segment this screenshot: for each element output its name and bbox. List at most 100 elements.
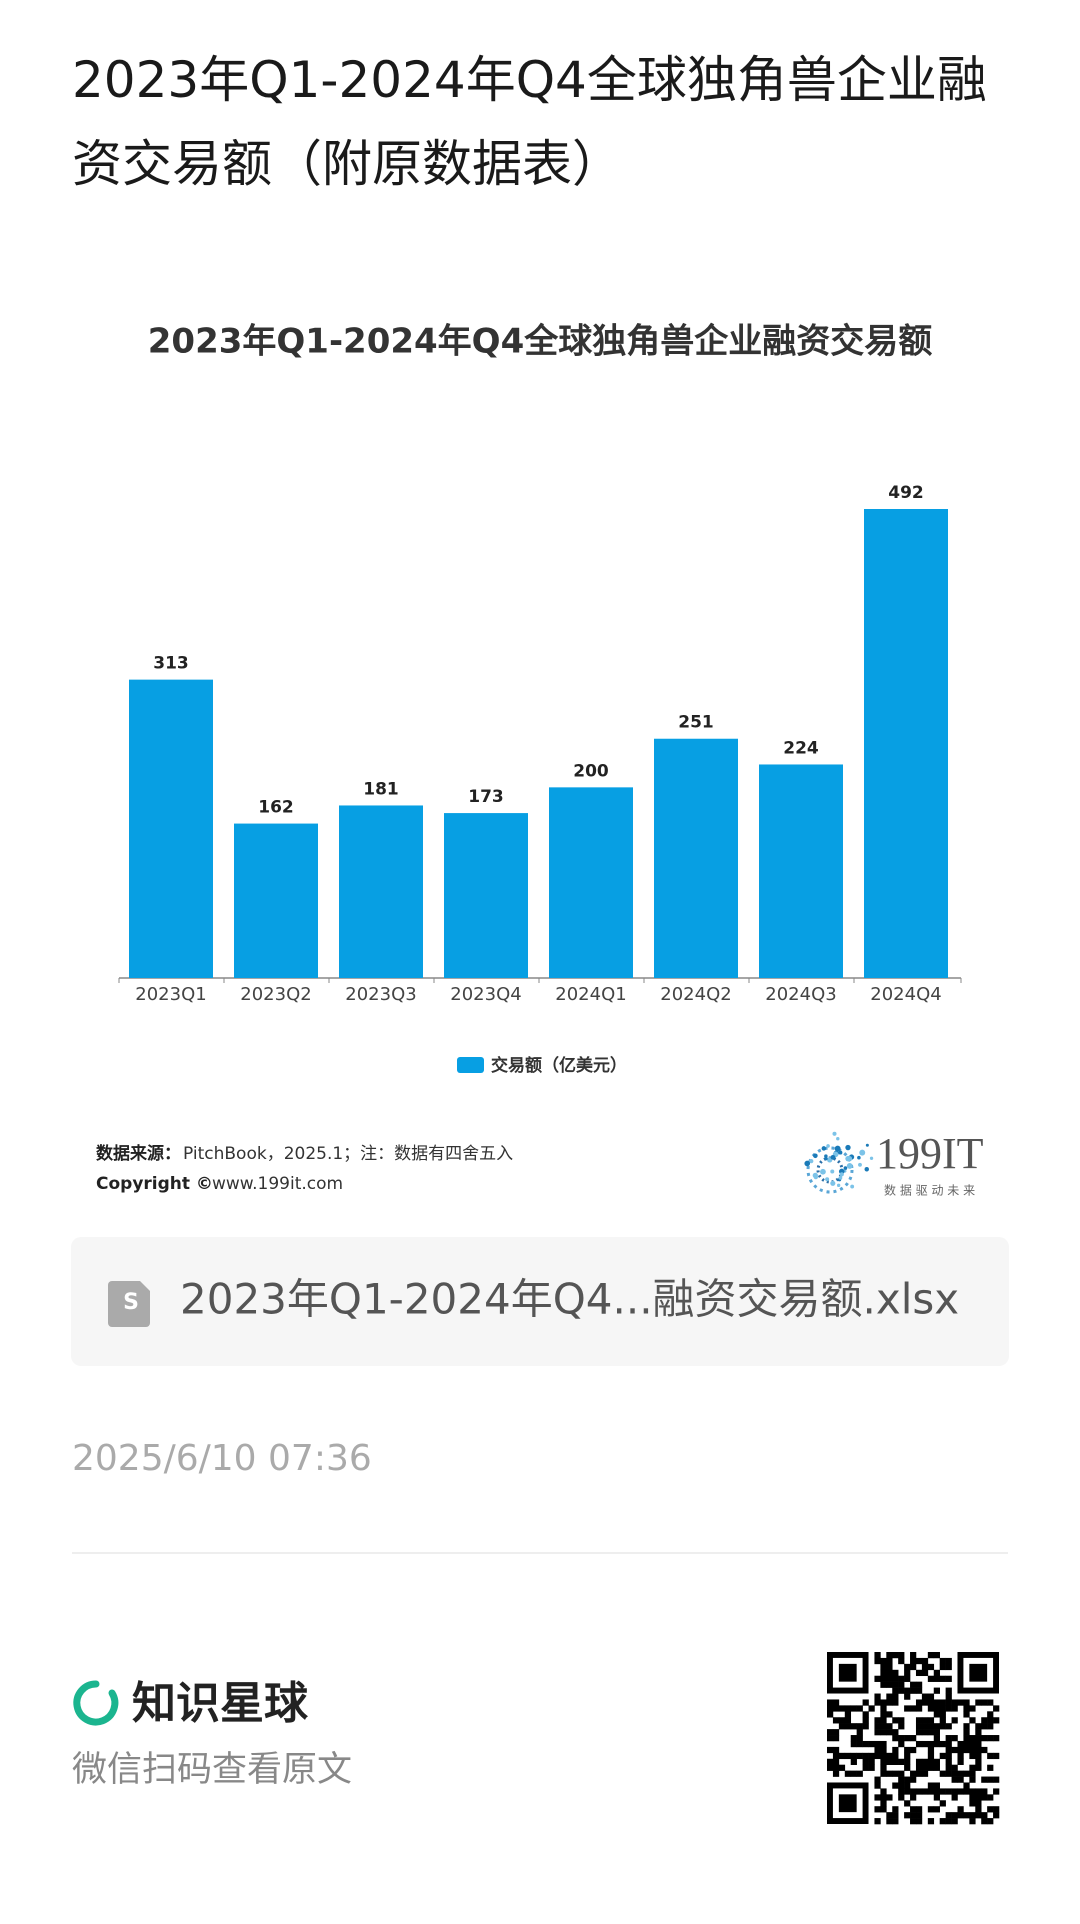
qr-module xyxy=(945,1752,952,1760)
qr-module xyxy=(945,1687,952,1694)
copyright-text: www.199it.com xyxy=(212,1174,343,1194)
qr-module xyxy=(957,1758,964,1765)
qr-module xyxy=(886,1812,893,1819)
qr-module xyxy=(827,1746,834,1754)
logo-dot xyxy=(850,1184,855,1189)
qr-module xyxy=(969,1764,976,1771)
qr-module xyxy=(939,1788,946,1795)
qr-module xyxy=(892,1812,899,1819)
qr-module xyxy=(886,1693,893,1700)
qr-module xyxy=(945,1758,952,1765)
qr-module xyxy=(832,1764,840,1771)
qr-module xyxy=(904,1758,911,1765)
legend-label: 交易额（亿美元） xyxy=(491,1055,627,1076)
qr-module xyxy=(880,1663,887,1671)
data-label: 224 xyxy=(783,738,819,758)
qr-module xyxy=(880,1711,887,1718)
qr-module xyxy=(957,1740,964,1748)
qr-module xyxy=(987,1723,994,1730)
qr-module xyxy=(963,1699,970,1706)
qr-module xyxy=(945,1657,952,1665)
qr-module xyxy=(975,1723,982,1730)
qr-module xyxy=(963,1711,970,1718)
qr-module xyxy=(945,1723,952,1730)
bar xyxy=(549,787,633,978)
qr-module xyxy=(892,1681,899,1688)
qr-module xyxy=(904,1782,911,1789)
qr-module xyxy=(880,1788,887,1795)
qr-module xyxy=(832,1699,840,1706)
qr-module xyxy=(874,1806,881,1813)
qr-module xyxy=(874,1657,881,1665)
qr-module xyxy=(880,1717,887,1724)
logo-dot xyxy=(847,1156,853,1161)
qr-module xyxy=(844,1752,852,1760)
qr-module xyxy=(892,1687,899,1694)
qr-module xyxy=(915,1764,923,1771)
qr-module xyxy=(957,1699,964,1706)
qr-module xyxy=(969,1752,976,1760)
qr-module xyxy=(927,1764,935,1771)
qr-module xyxy=(898,1735,905,1742)
bar xyxy=(444,813,528,978)
qr-module xyxy=(915,1681,923,1688)
qr-module xyxy=(874,1723,881,1730)
qr-module xyxy=(933,1705,940,1712)
qr-module xyxy=(933,1735,940,1742)
qr-module xyxy=(945,1740,952,1748)
qr-module xyxy=(904,1788,911,1795)
qr-module xyxy=(951,1735,958,1742)
qr-module xyxy=(945,1746,952,1754)
logo-dot xyxy=(838,1176,843,1180)
qr-module xyxy=(910,1705,917,1712)
qr-module xyxy=(904,1675,911,1682)
qr-module xyxy=(880,1800,887,1807)
qr-module xyxy=(915,1770,923,1777)
logo-dot xyxy=(830,1154,836,1160)
qr-module xyxy=(927,1788,935,1795)
qr-module xyxy=(850,1752,857,1760)
attachment-card[interactable] xyxy=(71,1237,1009,1366)
qr-module xyxy=(850,1740,857,1748)
qr-module xyxy=(915,1699,923,1706)
qr-module xyxy=(933,1764,940,1771)
qr-module xyxy=(945,1770,952,1777)
qr-module xyxy=(945,1699,952,1706)
attachment-filename[interactable]: 2023年Q1-2024年Q4...融资交易额.xlsx xyxy=(180,1275,959,1324)
brand-name: 知识星球 xyxy=(132,1678,309,1729)
qr-module xyxy=(844,1770,852,1777)
qr-module xyxy=(910,1812,917,1819)
qr-module xyxy=(886,1657,893,1665)
qr-module xyxy=(981,1818,988,1825)
qr-module xyxy=(862,1764,869,1771)
logo-dot xyxy=(809,1159,814,1164)
qr-module xyxy=(880,1764,887,1771)
qr-module xyxy=(874,1693,881,1700)
qr-module xyxy=(880,1770,887,1777)
qr-finder xyxy=(838,1663,857,1682)
qr-module xyxy=(951,1818,958,1825)
qr-module xyxy=(915,1657,923,1665)
qr-module xyxy=(915,1818,923,1825)
x-tick-label: 2023Q2 xyxy=(240,984,311,1005)
qr-module xyxy=(910,1652,917,1659)
qr-module xyxy=(993,1705,1000,1712)
qr-module xyxy=(933,1723,940,1730)
qr-module xyxy=(987,1818,994,1825)
logo-dot xyxy=(845,1144,851,1151)
qr-module xyxy=(892,1669,899,1677)
qr-module xyxy=(963,1705,970,1712)
qr-module xyxy=(838,1752,846,1760)
qr-module xyxy=(921,1740,929,1748)
qr-module xyxy=(927,1717,935,1724)
data-label: 173 xyxy=(468,787,504,807)
qr-module xyxy=(975,1740,982,1748)
logo-name: 199IT xyxy=(876,1129,984,1178)
qr-module xyxy=(904,1746,911,1754)
qr-module xyxy=(987,1699,994,1706)
qr-module xyxy=(874,1782,881,1789)
qr-module xyxy=(981,1735,988,1742)
qr-module xyxy=(898,1776,905,1783)
qr-module xyxy=(927,1752,935,1760)
qr-module xyxy=(981,1776,988,1783)
